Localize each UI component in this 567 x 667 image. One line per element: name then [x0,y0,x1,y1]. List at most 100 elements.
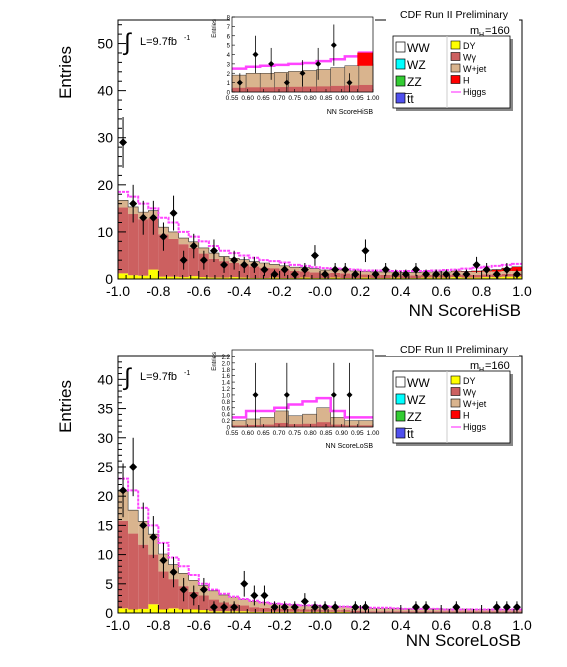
x-tick-label: -0.0 [308,283,332,299]
bar-H-39 [511,266,522,271]
x-tick-label: -0.6 [187,283,211,299]
bar-W-14 [259,607,270,612]
bar-W-27 [390,611,401,613]
bar-W-35 [471,274,482,278]
data-point [149,533,158,542]
inset-x-tick-label: 0.65 [257,430,270,437]
bar-W-5 [168,579,179,609]
bar-W-3 [148,217,159,270]
bar-W-36 [481,611,492,613]
inset-y-tick-label: 3 [227,62,231,68]
inset-y-tick-label: 5 [227,44,231,50]
data-point [401,270,410,279]
legend-swatch-r2 [450,398,461,408]
inset-data-point [299,70,306,77]
data-point [290,270,299,279]
inset-y-tick-label: 1.6 [222,374,231,380]
bar-W-22 [340,610,351,612]
bar-W-19 [309,272,320,279]
data-point [411,265,420,274]
legend-label-r4: Higgs [463,422,487,432]
bar-W-25 [370,611,381,613]
bar-W-24 [360,274,371,278]
data-point [129,462,138,471]
data-point [220,603,229,612]
inset-x-tick-label: 0.90 [335,95,348,102]
y-tick-label: 30 [97,130,113,146]
x-tick-label: -0.8 [146,617,170,633]
bar-W+jet-10 [219,594,230,603]
bar-W-13 [249,607,260,612]
legend-label-r1: Wγ [463,53,476,63]
inset-y-tick-label: 2.2 [222,355,231,361]
legend-label-ww: WW [407,376,430,390]
inset-x-tick-label: 0.55 [226,430,239,437]
bar-DY-14 [259,611,270,613]
inset-bar-wgamma [302,423,317,427]
bar-DY-18 [299,611,310,613]
data-point [502,603,511,612]
data-point [300,597,309,606]
inset-x-axis-label: NN ScoreHiSB [327,109,374,116]
inset-bar-wgamma [274,87,289,92]
y-tick-label: 0 [105,271,113,287]
inset-y-tick-label: 2 [227,72,231,78]
data-point [452,603,461,612]
data-point [512,270,521,279]
header-box [386,343,519,356]
header-text: CDF Run II Preliminary [400,344,509,356]
data-point [290,603,299,612]
bar-W+jet-34 [461,608,472,612]
x-tick-label: 0.8 [472,617,492,633]
y-tick-label: 40 [97,371,113,387]
inset-x-tick-label: 0.70 [273,430,286,437]
header-box [386,8,519,21]
data-point [209,246,218,255]
inset-data-point [330,42,337,49]
x-tick-label: 0.4 [391,283,411,299]
inset-y-tick-label: 1.2 [222,387,231,393]
bar-W-0 [118,520,129,609]
bar-W+jet-25 [370,608,381,612]
y-tick-label: 35 [97,401,113,417]
y-tick-label: 25 [97,459,113,475]
bar-W-8 [198,595,209,611]
inset-data-point [283,391,290,398]
inset-bar-wgamma [260,87,275,92]
bar-DY-5 [168,276,179,279]
inset-data-point [252,51,259,58]
legend-label-ww: WW [407,41,430,55]
inset-x-tick-label: 0.75 [288,95,301,102]
inset-x-axis-label: NN ScoreLoSB [326,443,374,450]
data-point [240,579,249,588]
x-tick-label: -1.0 [106,283,130,299]
inset-bar-wgamma [316,86,331,92]
bar-W-4 [158,234,169,277]
mass-subscript: H [479,367,484,374]
bar-DY-10 [219,277,230,279]
bar-W+jet-15 [269,264,280,269]
bar-W+jet-27 [390,608,401,612]
data-point [462,270,471,279]
x-tick-label: -0.2 [268,617,292,633]
inset-bar-wgamma [344,425,359,427]
inset-y-tick-label: 1.0 [222,393,231,399]
data-point [492,603,501,612]
inset-plot: 0.55 0.60 0.65 0.70 0.75 0.80 0.85 0.90 0.95 1.00… [212,348,380,450]
bar-W-11 [229,262,240,278]
bar-W-1 [128,533,139,610]
data-point [341,265,350,274]
bar-DY-11 [229,277,240,279]
inset-x-tick-label: 0.95 [351,430,364,437]
data-point [149,213,158,222]
inset-x-tick-label: 1.00 [367,95,380,102]
inset-bar-wgamma [246,87,261,92]
bar-DY-12 [239,277,250,279]
bar-DY-7 [188,276,199,279]
bar-DY-36 [481,277,492,279]
data-point [250,260,259,269]
inset-bar-wgamma [316,422,331,427]
bar-W-28 [400,611,411,613]
inset-y-axis-label: Entries [212,19,218,38]
x-tick-label: -0.8 [146,283,170,299]
